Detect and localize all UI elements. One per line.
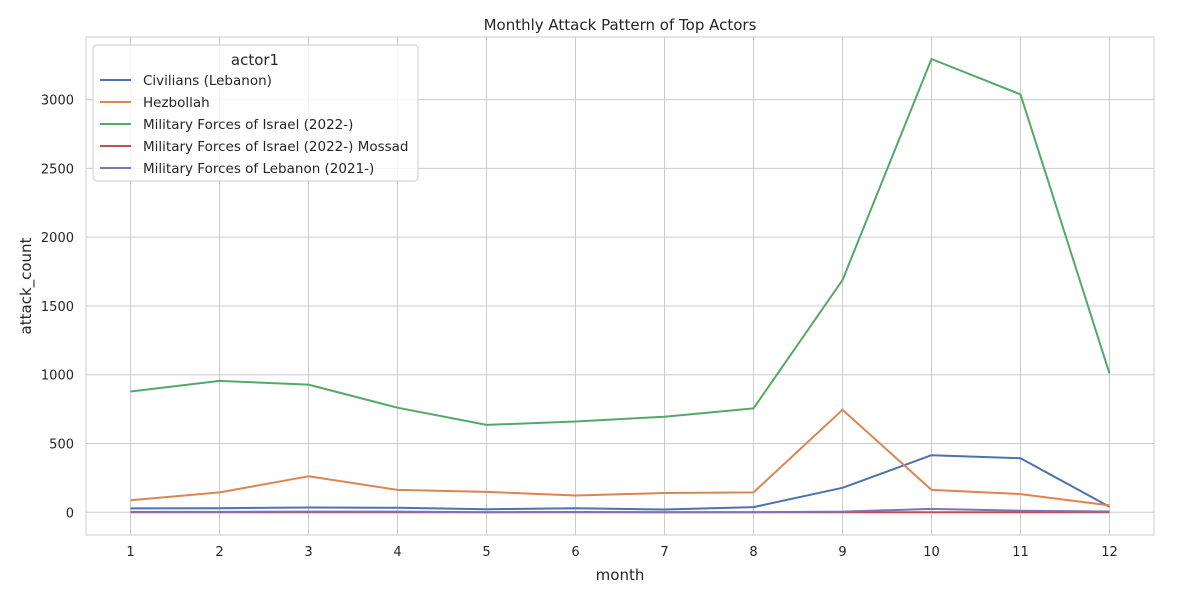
x-tick-label: 4 — [393, 545, 401, 560]
x-axis-label: month — [596, 566, 645, 584]
x-tick-label: 7 — [660, 545, 668, 560]
legend-label: Military Forces of Lebanon (2021-) — [143, 161, 374, 177]
x-tick-label: 11 — [1012, 545, 1029, 560]
y-tick-label: 2500 — [41, 162, 74, 177]
legend-label: Hezbollah — [143, 95, 210, 111]
x-tick-label: 12 — [1101, 545, 1118, 560]
x-tick-label: 5 — [482, 545, 490, 560]
x-tick-label: 6 — [571, 545, 579, 560]
x-tick-label: 9 — [838, 545, 846, 560]
legend-label: Military Forces of Israel (2022-) Mossad — [143, 139, 409, 155]
x-tick-label: 2 — [215, 545, 223, 560]
series-line — [130, 454, 1110, 511]
x-tick-label: 10 — [923, 545, 940, 560]
y-tick-label: 1000 — [41, 369, 74, 384]
chart-title: Monthly Attack Pattern of Top Actors — [484, 16, 757, 34]
legend-box — [92, 44, 419, 182]
legend-title: actor1 — [231, 51, 279, 69]
legend-label: Civilians (Lebanon) — [143, 73, 272, 89]
legend: actor1 Civilians (Lebanon) Hezbollah Milit… — [92, 44, 419, 182]
legend-label: Military Forces of Israel (2022-) — [143, 117, 353, 133]
y-tick-label: 3000 — [41, 94, 74, 109]
y-axis-label: attack_count — [17, 237, 36, 334]
series-line — [130, 408, 1110, 507]
x-tick-label: 1 — [126, 545, 134, 560]
y-tick-label: 1500 — [41, 300, 74, 315]
series-line — [130, 58, 1111, 426]
x-tick-label: 8 — [749, 545, 757, 560]
legend-items: Civilians (Lebanon) Hezbollah Military For… — [100, 73, 409, 177]
series-line — [130, 507, 1110, 514]
y-tick-label: 2000 — [41, 231, 74, 246]
y-tick-label: 0 — [66, 506, 74, 521]
y-tick-label: 500 — [49, 438, 74, 453]
series-lines — [130, 58, 1111, 514]
x-tick-label: 3 — [304, 545, 312, 560]
